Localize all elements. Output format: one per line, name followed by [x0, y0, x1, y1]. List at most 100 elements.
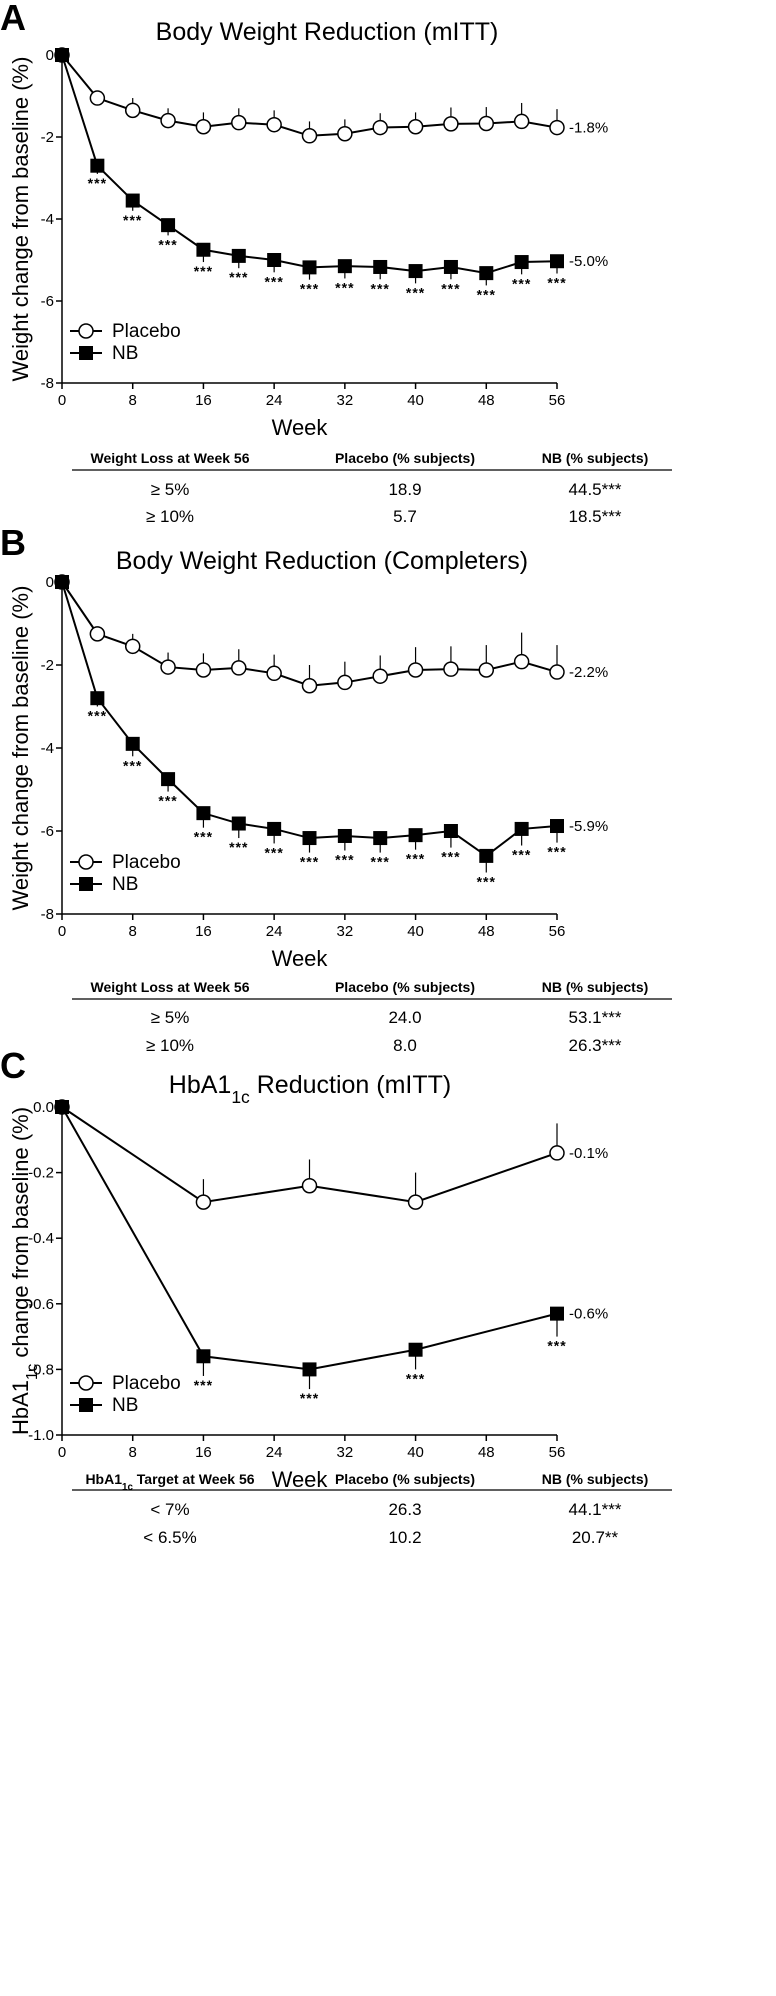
data-point: [55, 48, 69, 62]
data-point: [89, 626, 106, 642]
data-point: [267, 821, 282, 836]
panel-letter: C: [0, 1045, 26, 1086]
data-point: [89, 90, 106, 106]
data-point: [266, 116, 282, 133]
table-cell: 44.5***: [569, 480, 622, 499]
data-point: [408, 828, 423, 843]
significance-label: ***: [335, 279, 354, 295]
data-point: [195, 119, 212, 135]
data-point: [443, 259, 458, 274]
data-point: [301, 678, 318, 694]
significance-label: ***: [406, 284, 425, 300]
significance-label: ***: [406, 851, 425, 867]
y-tick-label: -8: [41, 906, 54, 923]
axes: 0.0 -0.2 -0.4 -0.6 -0.8 -1.00 8 16 24 32 40 48 56 Wee…: [8, 1099, 565, 1492]
y-tick-label: -2: [41, 129, 54, 146]
series-nb: *** *** *** *** *** *** *** *** *** *** *** *** *** *…: [55, 575, 608, 890]
x-tick-label: 24: [266, 923, 283, 940]
significance-label: ***: [371, 854, 390, 870]
data-point: [124, 638, 141, 655]
data-point: [407, 1194, 424, 1210]
significance-label: ***: [300, 854, 319, 870]
x-tick-label: 24: [266, 392, 283, 409]
x-tick-label: 32: [337, 923, 354, 940]
data-point: [407, 119, 424, 135]
x-tick-label: 56: [549, 392, 566, 409]
x-axis-label: Week: [272, 1467, 329, 1492]
data-point: [160, 659, 176, 675]
x-tick-label: 16: [195, 1444, 212, 1461]
table-header: Weight Loss at Week 56: [91, 979, 250, 995]
significance-label: ***: [547, 844, 566, 860]
panel-b: B Body Weight Reduction (Completers) 0 -2 -4…: [0, 522, 672, 1055]
data-point: [55, 575, 69, 589]
legend-label: NB: [112, 343, 138, 364]
data-point: [550, 254, 564, 269]
significance-label: ***: [194, 829, 213, 845]
end-value-label: -5.9%: [569, 818, 608, 835]
data-point: [513, 653, 530, 670]
data-point: [124, 102, 141, 119]
legend-marker: [78, 323, 94, 339]
data-point: [478, 115, 495, 132]
data-point: [267, 253, 282, 267]
y-tick-label: -8: [41, 375, 54, 392]
legend-marker: [78, 854, 94, 870]
summary-table: Weight Loss at Week 56 Placebo (% subject…: [72, 979, 672, 1055]
summary-table: HbA11c Target at Week 56 Placebo (% subje…: [72, 1471, 672, 1547]
significance-label: ***: [229, 839, 248, 855]
significance-label: ***: [88, 175, 107, 191]
data-point: [549, 1145, 565, 1161]
legend-label: Placebo: [112, 321, 181, 342]
significance-label: ***: [264, 273, 283, 289]
legend-label: NB: [112, 874, 138, 895]
data-point: [160, 112, 176, 129]
significance-label: ***: [158, 236, 177, 252]
data-point: [408, 264, 423, 279]
table-cell: 53.1***: [569, 1008, 622, 1027]
data-point: [443, 824, 458, 838]
panel-a: A Body Weight Reduction (mITT)0-2-4-6-80 8…: [0, 0, 672, 526]
panel-letter: A: [0, 0, 26, 38]
data-point: [196, 806, 211, 821]
y-tick-label: -4: [41, 740, 54, 757]
significance-label: ***: [158, 793, 177, 809]
data-point: [479, 266, 494, 281]
x-tick-label: 8: [129, 392, 137, 409]
significance-label: ***: [300, 1390, 319, 1406]
data-point: [443, 661, 459, 677]
significance-label: ***: [512, 275, 531, 291]
legend-marker: [78, 1375, 94, 1391]
series-placebo: -0.1%: [54, 1099, 608, 1210]
data-point: [549, 119, 565, 136]
table-cell: ≥ 10%: [146, 1036, 194, 1055]
panel-letter: B: [0, 522, 26, 563]
end-value-label: -0.6%: [569, 1306, 608, 1323]
data-point: [302, 1362, 317, 1377]
x-tick-label: 0: [58, 923, 66, 940]
significance-label: ***: [229, 269, 248, 285]
data-point: [550, 819, 564, 834]
table-cell: ≥ 5%: [151, 480, 190, 499]
series-placebo: -1.8%: [54, 47, 608, 144]
data-point: [549, 664, 565, 680]
data-point: [373, 259, 388, 274]
y-tick-label: -0.6: [28, 1296, 54, 1313]
series-nb: ************-0.6%: [55, 1100, 608, 1406]
series-line: [61, 1106, 558, 1371]
table-cell: 26.3***: [569, 1036, 622, 1055]
data-point: [231, 114, 247, 131]
x-tick-label: 56: [549, 1444, 566, 1461]
y-axis-label: HbA11c change from baseline (%): [8, 1107, 41, 1435]
table-cell: 5.7: [393, 507, 417, 526]
x-tick-label: 40: [407, 923, 424, 940]
y-tick-label: -6: [41, 293, 54, 310]
table-header: Placebo (% subjects): [335, 450, 475, 466]
data-point: [337, 259, 352, 274]
significance-label: ***: [123, 757, 142, 773]
data-point: [407, 662, 424, 678]
data-point: [231, 660, 247, 676]
